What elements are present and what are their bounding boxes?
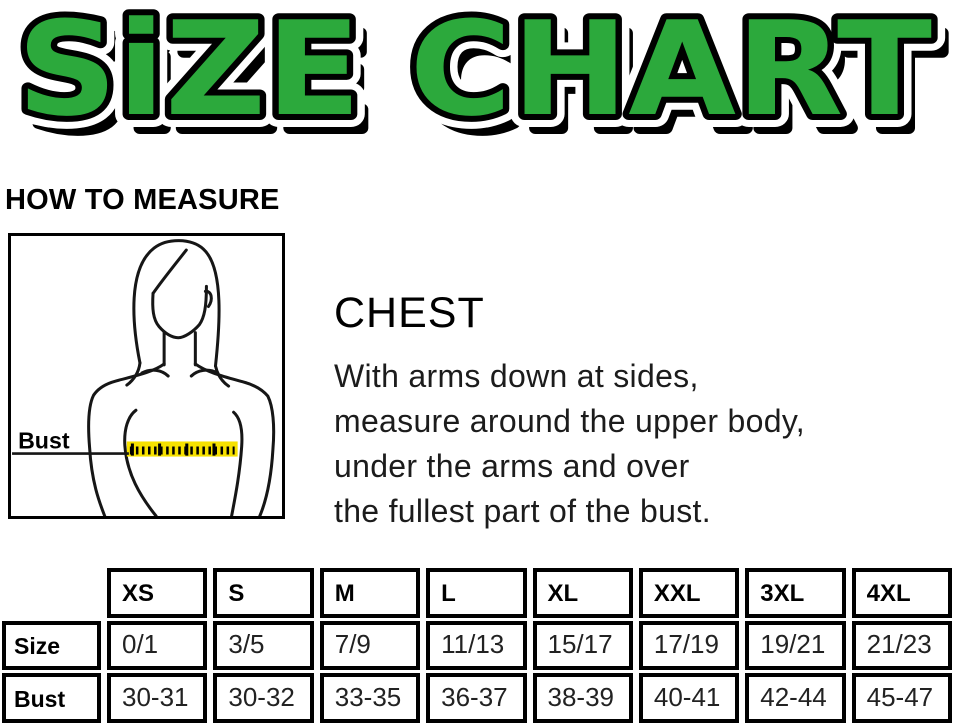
- size-value-cell: 7/9: [319, 620, 421, 671]
- bust-value-cell: 42-44: [745, 673, 846, 723]
- chest-instructions: CHEST With arms down at sides, measure a…: [334, 289, 949, 534]
- bust-value-cell: 36-37: [426, 673, 527, 723]
- body-illustration: Bust: [12, 239, 276, 516]
- size-value-cell: 11/13: [426, 620, 527, 671]
- column-header-4xl: 4XL: [851, 568, 952, 618]
- collarbone-right: [189, 368, 220, 378]
- bust-value-cell: 38-39: [532, 673, 633, 723]
- row-label-bust: Bust: [2, 673, 101, 723]
- title-shadow-text: SiZE CHART: [28, 7, 943, 159]
- column-header-3xl: 3XL: [745, 568, 846, 618]
- measurement-figure-box: Bust: [8, 233, 285, 519]
- ear-right: [203, 289, 213, 309]
- title-text: SiZE CHART: [17, 0, 932, 145]
- bust-value-cell: 30-31: [107, 673, 208, 723]
- column-header-xs: XS: [107, 568, 208, 618]
- torso-right-line: [230, 410, 244, 516]
- column-header-l: L: [426, 568, 527, 618]
- bust-value-cell: 45-47: [851, 673, 952, 723]
- instruction-line: measure around the upper body,: [334, 403, 805, 439]
- column-header-s: S: [213, 568, 314, 618]
- hair-part-line: [151, 248, 188, 295]
- column-header-xxl: XXL: [638, 568, 740, 618]
- bust-value-cell: 40-41: [638, 673, 740, 723]
- table-corner-blank: [2, 568, 101, 618]
- how-to-measure-heading: HOW TO MEASURE: [5, 184, 280, 216]
- hair-right-strand: [213, 364, 231, 388]
- page-title: SiZE CHART SiZE CHART SiZE CHART: [4, 0, 949, 165]
- size-value-cell: 21/23: [851, 620, 952, 671]
- size-value-cell: 0/1: [107, 620, 208, 671]
- title-halo-text: SiZE CHART: [17, 0, 932, 145]
- bust-value-cell: 30-32: [213, 673, 314, 723]
- size-value-cell: 17/19: [638, 620, 740, 671]
- size-value-cell: 3/5: [213, 620, 314, 671]
- bust-label: Bust: [18, 428, 70, 454]
- instruction-line: the fullest part of the bust.: [334, 493, 711, 529]
- column-header-m: M: [319, 568, 421, 618]
- left-shoulder-arm-line: [87, 362, 166, 516]
- row-label-size: Size: [2, 620, 101, 671]
- torso-left-line: [123, 408, 158, 516]
- right-shoulder-arm-line: [193, 362, 276, 516]
- chest-heading: CHEST: [334, 289, 485, 337]
- column-header-xl: XL: [532, 568, 633, 618]
- size-value-cell: 19/21: [745, 620, 846, 671]
- size-value-cell: 15/17: [532, 620, 633, 671]
- face-outline: [151, 284, 208, 340]
- hair-outline: [132, 239, 221, 368]
- size-table: XS S M L XL XXL 3XL 4XL Size 0/1 3/5 7/9…: [2, 568, 952, 723]
- collarbone-left: [140, 368, 170, 378]
- bust-value-cell: 33-35: [319, 673, 421, 723]
- instruction-line: under the arms and over: [334, 448, 690, 484]
- instruction-line: With arms down at sides,: [334, 358, 699, 394]
